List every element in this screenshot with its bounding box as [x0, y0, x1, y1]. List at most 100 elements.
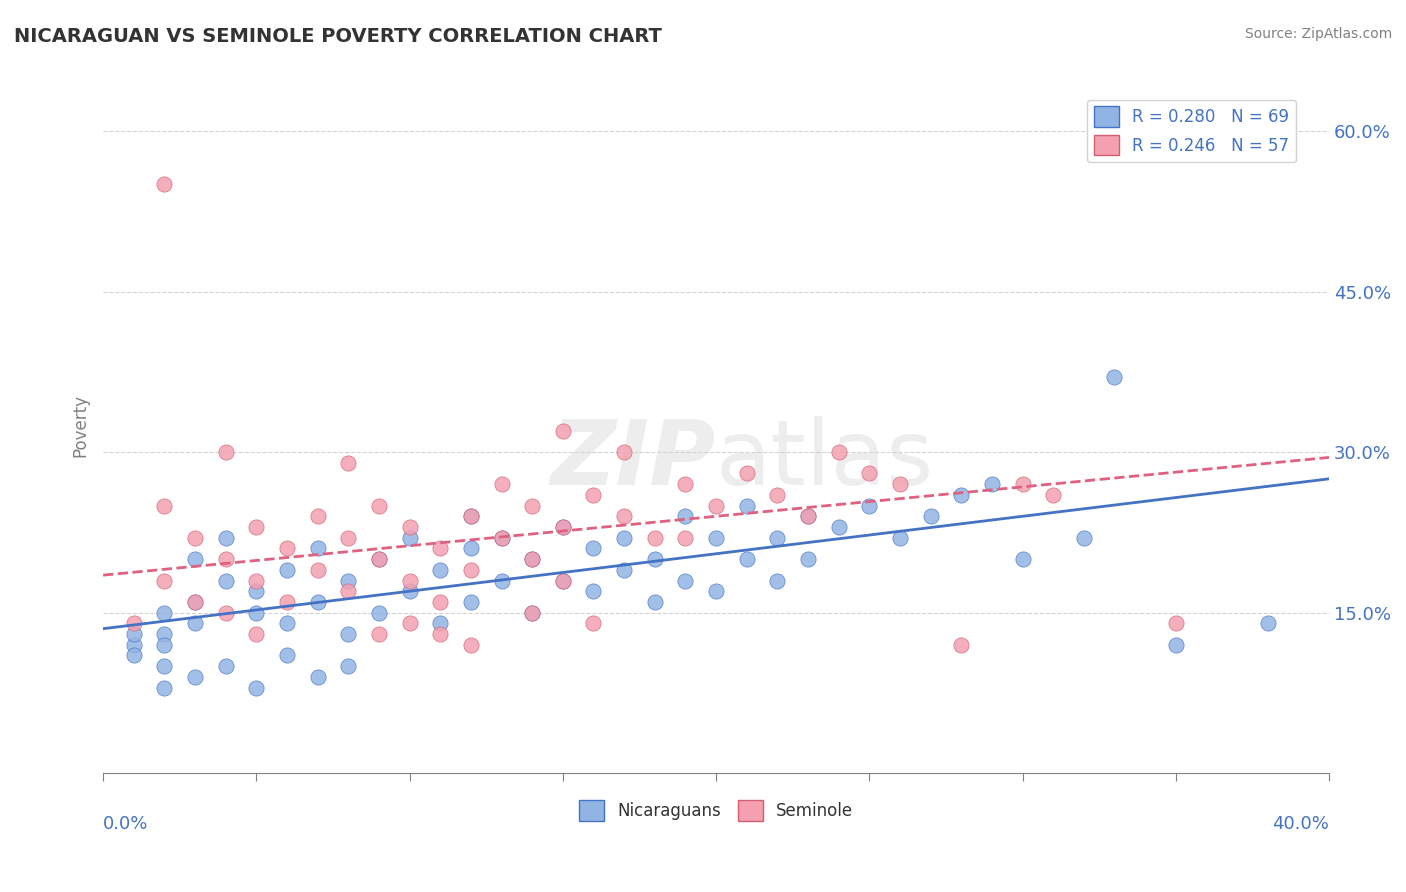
Point [337, 659, 360, 673]
Point [337, 574, 360, 588]
Point [368, 606, 391, 620]
Point [429, 563, 451, 577]
Point [184, 595, 207, 609]
Point [153, 574, 176, 588]
Point [153, 627, 176, 641]
Point [460, 638, 482, 652]
Point [153, 178, 176, 192]
Point [1164, 638, 1187, 652]
Point [551, 574, 574, 588]
Text: Source: ZipAtlas.com: Source: ZipAtlas.com [1244, 27, 1392, 41]
Point [215, 606, 238, 620]
Point [522, 552, 544, 566]
Point [368, 499, 391, 513]
Point [735, 552, 758, 566]
Point [307, 563, 329, 577]
Point [704, 531, 727, 545]
Point [429, 541, 451, 556]
Point [613, 531, 636, 545]
Point [398, 531, 420, 545]
Point [215, 445, 238, 459]
Point [491, 531, 513, 545]
Point [673, 531, 696, 545]
Point [460, 595, 482, 609]
Point [368, 627, 391, 641]
Point [337, 456, 360, 470]
Point [429, 595, 451, 609]
Point [766, 574, 789, 588]
Point [613, 445, 636, 459]
Point [184, 616, 207, 631]
Text: atlas: atlas [716, 416, 934, 504]
Point [215, 574, 238, 588]
Point [184, 531, 207, 545]
Point [551, 424, 574, 438]
Point [766, 531, 789, 545]
Point [1164, 616, 1187, 631]
Point [1257, 616, 1279, 631]
Point [1011, 552, 1033, 566]
Point [337, 627, 360, 641]
Text: ZIP: ZIP [551, 416, 716, 504]
Point [245, 574, 267, 588]
Point [307, 595, 329, 609]
Point [153, 659, 176, 673]
Point [153, 499, 176, 513]
Point [704, 499, 727, 513]
Point [460, 509, 482, 524]
Point [858, 467, 880, 481]
Point [184, 552, 207, 566]
Point [827, 445, 849, 459]
Text: 40.0%: 40.0% [1272, 815, 1329, 833]
Point [215, 531, 238, 545]
Point [673, 509, 696, 524]
Point [551, 520, 574, 534]
Point [522, 552, 544, 566]
Point [245, 681, 267, 695]
Point [122, 627, 145, 641]
Legend: Nicaraguans, Seminole: Nicaraguans, Seminole [572, 794, 860, 828]
Point [460, 509, 482, 524]
Point [337, 531, 360, 545]
Point [276, 595, 298, 609]
Point [460, 563, 482, 577]
Text: 0.0%: 0.0% [103, 815, 149, 833]
Point [307, 670, 329, 684]
Point [1073, 531, 1095, 545]
Point [245, 627, 267, 641]
Point [582, 616, 605, 631]
Point [368, 552, 391, 566]
Point [491, 531, 513, 545]
Point [215, 659, 238, 673]
Point [491, 477, 513, 491]
Point [827, 520, 849, 534]
Point [582, 584, 605, 599]
Point [122, 616, 145, 631]
Point [766, 488, 789, 502]
Point [644, 531, 666, 545]
Point [797, 509, 820, 524]
Point [276, 563, 298, 577]
Point [1011, 477, 1033, 491]
Point [673, 574, 696, 588]
Point [276, 616, 298, 631]
Point [153, 681, 176, 695]
Point [276, 648, 298, 663]
Point [582, 541, 605, 556]
Point [797, 509, 820, 524]
Point [491, 574, 513, 588]
Y-axis label: Poverty: Poverty [72, 393, 89, 457]
Point [704, 584, 727, 599]
Point [245, 606, 267, 620]
Point [1104, 370, 1126, 384]
Text: NICARAGUAN VS SEMINOLE POVERTY CORRELATION CHART: NICARAGUAN VS SEMINOLE POVERTY CORRELATI… [14, 27, 662, 45]
Point [522, 499, 544, 513]
Point [398, 616, 420, 631]
Point [398, 584, 420, 599]
Point [644, 552, 666, 566]
Point [245, 520, 267, 534]
Point [735, 467, 758, 481]
Point [582, 488, 605, 502]
Point [153, 638, 176, 652]
Point [613, 563, 636, 577]
